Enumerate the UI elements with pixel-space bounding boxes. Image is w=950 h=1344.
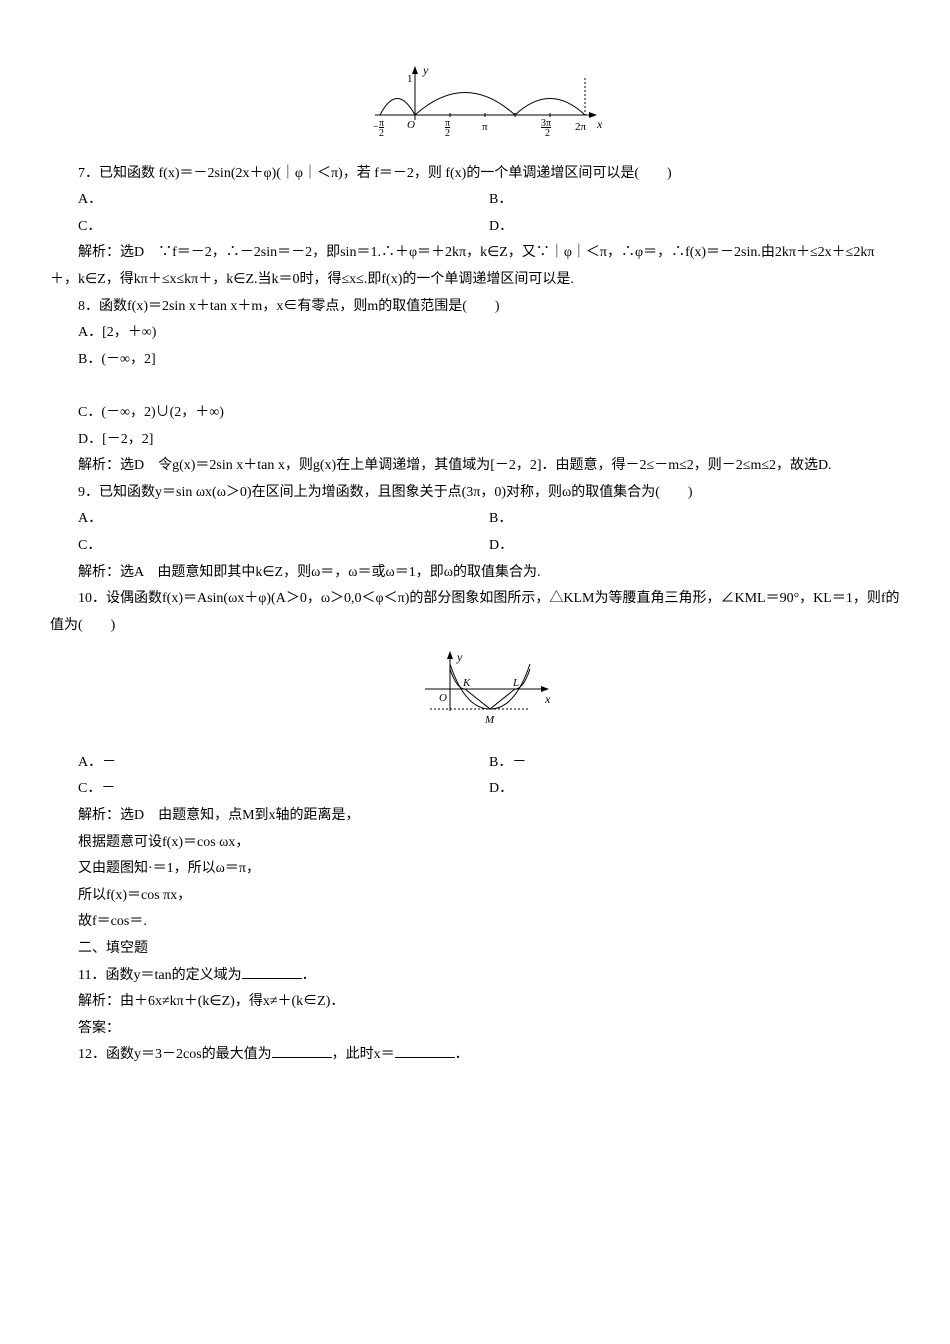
svg-text:2: 2 <box>545 128 550 139</box>
q12-blank-2 <box>395 1043 455 1058</box>
q12-blank-1 <box>272 1043 332 1058</box>
q11-blank <box>242 964 302 979</box>
q7-options-2: C． D． <box>50 214 900 241</box>
q7-optA: A． <box>78 187 489 214</box>
q10-optB: B．－ <box>489 750 900 777</box>
fig2-L: L <box>512 677 519 689</box>
origin-label: O <box>407 119 415 131</box>
x-axis-label: x <box>596 117 603 131</box>
q10-options-2: C．－ D． <box>50 776 900 803</box>
q8-optB: B．(－∞，2] <box>50 347 900 374</box>
svg-text:2: 2 <box>445 128 450 139</box>
q10-optC: C．－ <box>78 776 489 803</box>
q8-solution: 解析：选D 令g(x)＝2sin x＋tan x，则g(x)在上单调递增，其值域… <box>50 453 900 480</box>
q8-optD: D．[－2，2] <box>50 427 900 454</box>
svg-text:2π: 2π <box>575 121 587 133</box>
q12-stem-b: ． <box>455 1047 469 1062</box>
y-axis-label: y <box>422 63 429 77</box>
q12-stem-a: 12．函数y＝3－2cos的最大值为 <box>78 1047 272 1062</box>
fig2-x-label: x <box>544 692 551 706</box>
q7-solution: 解析：选D ∵f＝－2，∴－2sin＝－2，即sin＝1.∴＋φ＝＋2kπ，k∈… <box>50 240 900 293</box>
q9-optD: D． <box>489 533 900 560</box>
q10-sol-0: 解析：选D 由题意知，点M到x轴的距离是， <box>50 803 900 830</box>
q9-optB: B． <box>489 506 900 533</box>
figure-2: y x O K L M <box>50 649 900 740</box>
q8-optA: A．[2，＋∞) <box>50 320 900 347</box>
q10-optA: A．－ <box>78 750 489 777</box>
q8-optC: C．(－∞，2)∪(2，＋∞) <box>50 400 900 427</box>
section-2-title: 二、填空题 <box>50 936 900 963</box>
q10-stem: 10．设偶函数f(x)＝Asin(ωx＋φ)(A＞0，ω＞0,0＜φ＜π)的部分… <box>50 586 900 639</box>
q9-options: A． B． <box>50 506 900 533</box>
fig2-K: K <box>462 677 471 689</box>
q11-stem: 11．函数y＝tan的定义域为 ． <box>50 963 900 990</box>
q9-optA: A． <box>78 506 489 533</box>
fig2-y-label: y <box>456 650 463 664</box>
q10-sol-2: 又由题图知·＝1，所以ω＝π， <box>50 856 900 883</box>
y-max-label: 1 <box>407 73 413 85</box>
q11-stem-a: 11．函数y＝tan的定义域为 <box>78 968 242 983</box>
q11-answer: 答案： <box>50 1016 900 1043</box>
q9-optC: C． <box>78 533 489 560</box>
q11-stem-b: ． <box>302 968 316 983</box>
q10-optD: D． <box>489 776 900 803</box>
q7-optD: D． <box>489 214 900 241</box>
q9-stem: 9．已知函数y＝sin ωx(ω＞0)在区间上为增函数，且图象关于点(3π，0)… <box>50 480 900 507</box>
figure-1: y 1 x − π 2 O π 2 π 3π 2 2π <box>50 60 900 151</box>
fig2-O: O <box>439 692 447 704</box>
q8-stem: 8．函数f(x)＝2sin x＋tan x＋m，x∈有零点，则m的取值范围是( … <box>50 294 900 321</box>
q9-options-2: C． D． <box>50 533 900 560</box>
fig2-M: M <box>484 714 495 726</box>
svg-text:2: 2 <box>379 128 384 139</box>
q10-sol-3: 所以f(x)＝cos πx， <box>50 883 900 910</box>
q7-optC: C． <box>78 214 489 241</box>
q12-stem-mid: ，此时x＝ <box>332 1047 395 1062</box>
q7-stem: 7．已知函数 f(x)＝－2sin(2x＋φ)(｜φ｜＜π)，若 f＝－2，则 … <box>50 161 900 188</box>
q10-options: A．－ B．－ <box>50 750 900 777</box>
q7-optB: B． <box>489 187 900 214</box>
q9-solution: 解析：选A 由题意知即其中k∈Z，则ω＝，ω＝或ω＝1，即ω的取值集合为. <box>50 560 900 587</box>
q10-sol-4: 故f＝cos＝. <box>50 909 900 936</box>
q7-options: A． B． <box>50 187 900 214</box>
svg-text:π: π <box>482 121 488 133</box>
q12-stem: 12．函数y＝3－2cos的最大值为 ，此时x＝ ． <box>50 1042 900 1069</box>
q11-solution: 解析：由＋6x≠kπ＋(k∈Z)，得x≠＋(k∈Z)． <box>50 989 900 1016</box>
q10-sol-1: 根据题意可设f(x)＝cos ωx， <box>50 830 900 857</box>
